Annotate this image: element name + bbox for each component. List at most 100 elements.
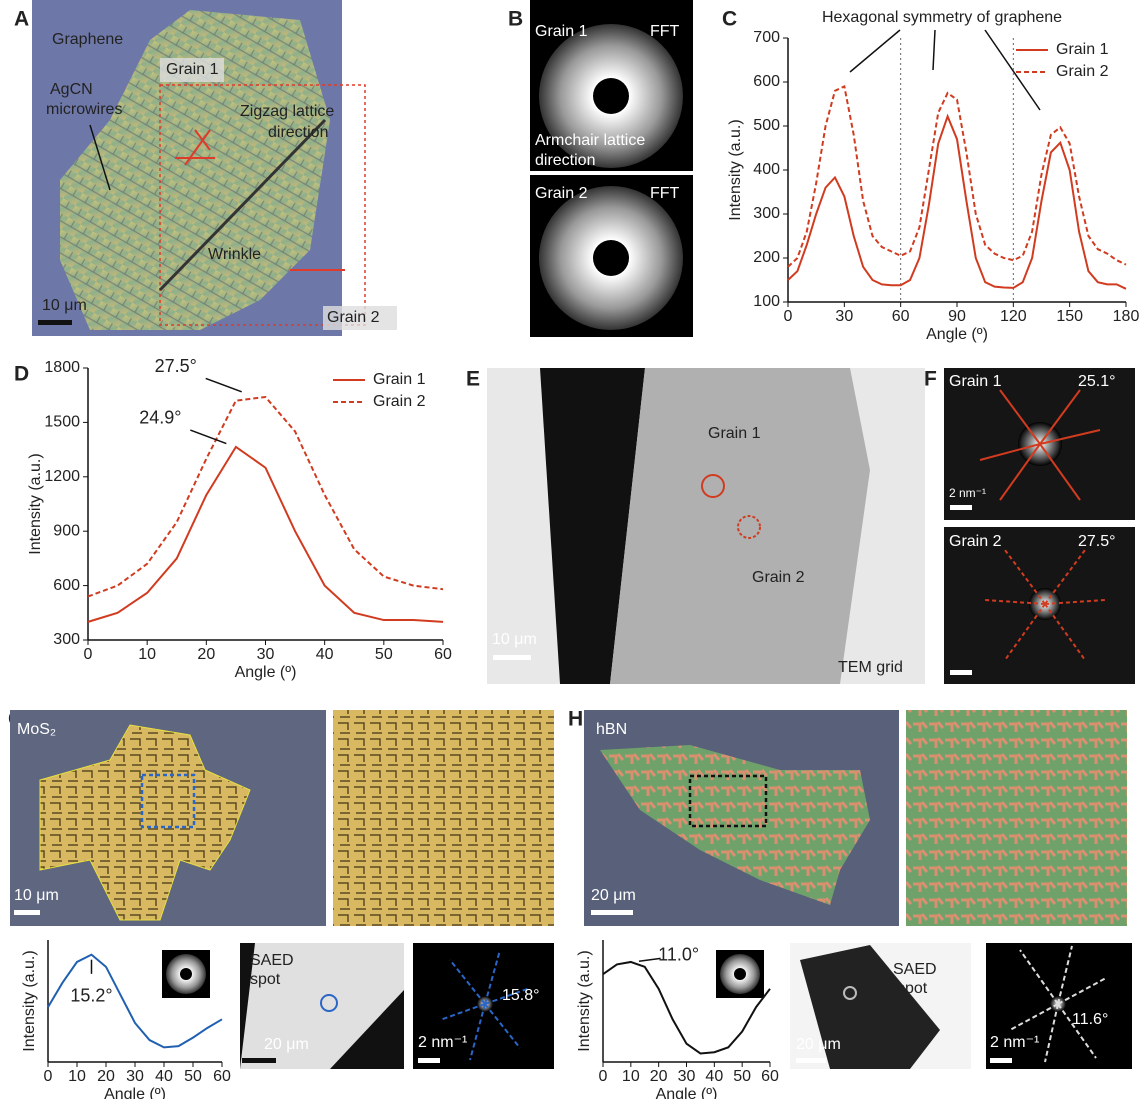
- y-axis-label: Intensity (a.u.): [27, 453, 44, 554]
- x-tick-label: 30: [257, 646, 275, 663]
- y-tick-label: 300: [53, 631, 80, 648]
- label: spot: [897, 980, 928, 997]
- label: Grain 2: [535, 185, 588, 202]
- y-tick-label: 300: [753, 205, 780, 222]
- x-tick-label: 0: [784, 308, 793, 325]
- label: Grain 1: [166, 61, 219, 78]
- chart-title: Hexagonal symmetry of graphene: [822, 9, 1062, 26]
- panel-label: E: [466, 368, 480, 391]
- y-tick-label: 200: [753, 249, 780, 266]
- x-tick-label: 60: [892, 308, 910, 325]
- label: FFT: [650, 23, 680, 40]
- x-axis-label: Angle (º): [926, 326, 988, 343]
- flake: [610, 368, 870, 684]
- x-tick-label: 30: [678, 1068, 696, 1085]
- legend-label: Grain 2: [1056, 63, 1109, 80]
- label: 27.5°: [1078, 533, 1116, 550]
- label: SAED: [250, 952, 294, 969]
- panel-label: D: [14, 363, 29, 386]
- x-tick-label: 120: [1000, 308, 1027, 325]
- x-tick-label: 40: [316, 646, 334, 663]
- x-tick-label: 40: [155, 1068, 173, 1085]
- label: Wrinkle: [208, 246, 261, 263]
- x-tick-label: 40: [705, 1068, 723, 1085]
- y-tick-label: 600: [53, 577, 80, 594]
- label: Armchair lattice: [535, 132, 645, 149]
- y-axis-label: Intensity (a.u.): [576, 950, 593, 1051]
- x-axis-label: Angle (º): [656, 1086, 718, 1099]
- panel-e: E Grain 1 Grain 2 10 μm TEM grid: [466, 368, 925, 684]
- x-tick-label: 30: [835, 308, 853, 325]
- x-tick-label: 50: [375, 646, 393, 663]
- scale-bar: [950, 670, 972, 675]
- annotation-arrows: [850, 30, 1040, 110]
- y-tick-label: 100: [753, 293, 780, 310]
- annotation-arrow: [206, 378, 242, 391]
- label: 11.6°: [1072, 1011, 1108, 1028]
- label: Grain 2: [327, 309, 380, 326]
- scale-label: 2 nm⁻¹: [949, 486, 986, 500]
- scale-label: 20 μm: [796, 1036, 841, 1053]
- zoom-image: [333, 710, 554, 926]
- label: SAED: [893, 961, 937, 978]
- zoom-image: [906, 710, 1127, 926]
- scale-label: 10 μm: [492, 631, 537, 648]
- x-tick-label: 20: [197, 646, 215, 663]
- label: Grain 2: [949, 533, 1002, 550]
- y-axis-label: Intensity (a.u.): [21, 950, 38, 1051]
- y-tick-label: 500: [753, 117, 780, 134]
- y-tick-label: 700: [753, 29, 780, 46]
- scale-label: 2 nm⁻¹: [990, 1034, 1039, 1051]
- x-tick-label: 150: [1056, 308, 1083, 325]
- scale-bar: [14, 910, 40, 915]
- legend-label: Grain 2: [373, 393, 426, 410]
- label: Grain 2: [752, 569, 805, 586]
- label: spot: [250, 971, 281, 988]
- figure: A Graphene AgCN microwires Grain 1 Zigza…: [0, 0, 1141, 1099]
- x-tick-label: 10: [68, 1068, 86, 1085]
- y-tick-label: 1200: [44, 468, 80, 485]
- label: Grain 1: [535, 23, 588, 40]
- y-tick-label: 900: [53, 522, 80, 539]
- panel-h: H hBN 20 μm SAED spot 20 μm 11.6° 2 nm⁻¹: [568, 708, 1132, 1069]
- label: AgCN: [50, 81, 93, 98]
- x-tick-label: 60: [213, 1068, 231, 1085]
- panel-a: A Graphene AgCN microwires Grain 1 Zigza…: [14, 0, 397, 336]
- y-tick-label: 1500: [44, 414, 80, 431]
- x-tick-label: 50: [733, 1068, 751, 1085]
- y-tick-label: 600: [753, 73, 780, 90]
- label: TEM grid: [838, 659, 903, 676]
- panel-label: C: [722, 8, 737, 31]
- label: FFT: [650, 185, 680, 202]
- scale-bar: [242, 1058, 276, 1063]
- scale-label: 20 μm: [591, 887, 636, 904]
- x-tick-label: 180: [1113, 308, 1140, 325]
- label: hBN: [596, 721, 627, 738]
- inset-center: [180, 968, 192, 980]
- fft-center: [593, 240, 629, 276]
- x-tick-label: 20: [97, 1068, 115, 1085]
- x-tick-label: 60: [434, 646, 452, 663]
- annotation: 24.9°: [139, 408, 181, 428]
- label: Graphene: [52, 31, 123, 48]
- x-axis-label: Angle (º): [235, 664, 297, 681]
- label: Grain 1: [708, 425, 761, 442]
- panel-label: F: [924, 368, 937, 391]
- x-tick-label: 90: [948, 308, 966, 325]
- panel-g: G MoS₂ 10 μm SAED spot 20 μm 15.8° 2 nm⁻…: [8, 708, 554, 1069]
- label: direction: [535, 152, 595, 169]
- panel-label: B: [508, 8, 523, 31]
- fft-center: [593, 78, 629, 114]
- scale-label: 20 μm: [264, 1036, 309, 1053]
- x-axis-label: Angle (º): [104, 1086, 166, 1099]
- scale-bar: [38, 320, 72, 325]
- scale-bar: [493, 655, 531, 660]
- y-axis-label: Intensity (a.u.): [727, 119, 744, 220]
- x-tick-label: 30: [126, 1068, 144, 1085]
- x-tick-label: 60: [761, 1068, 779, 1085]
- panel-f: F Grain 1 25.1° 2 nm⁻¹ Grain 2 27.5°: [924, 368, 1135, 684]
- scale-bar: [950, 505, 972, 510]
- label: Zigzag lattice: [240, 103, 334, 120]
- label: 15.8°: [502, 987, 540, 1004]
- label: direction: [268, 124, 328, 141]
